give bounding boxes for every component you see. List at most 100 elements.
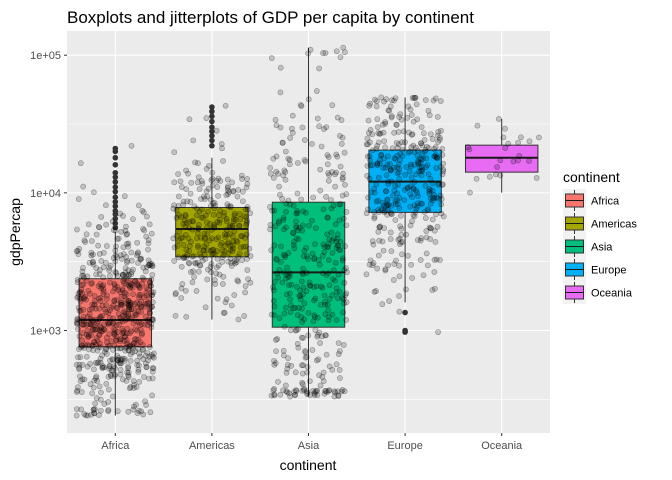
jitter-point	[186, 243, 193, 249]
jitter-point	[434, 223, 441, 230]
jitter-point	[123, 254, 130, 260]
x-axis-title: continent	[280, 457, 337, 473]
outlier-point	[112, 194, 119, 201]
jitter-point	[277, 89, 284, 96]
jitter-point	[103, 221, 110, 228]
jitter-point	[106, 365, 113, 372]
jitter-point	[309, 347, 316, 353]
jitter-point	[144, 299, 151, 306]
jitter-point	[146, 221, 153, 228]
jitter-point	[312, 327, 319, 333]
jitter-point	[136, 294, 142, 301]
jitter-point	[123, 259, 130, 266]
jitter-point	[324, 231, 331, 238]
jitter-point	[379, 121, 386, 128]
jitter-point	[107, 319, 113, 326]
legend: continent AfricaAmericasAsiaEuropeOceani…	[563, 169, 637, 304]
outlier-point	[112, 203, 119, 210]
jitter-point	[240, 243, 247, 250]
jitter-point	[394, 152, 401, 159]
jitter-point	[283, 291, 290, 298]
outlier-point	[209, 124, 215, 131]
jitter-point	[322, 332, 329, 339]
jitter-point	[267, 222, 274, 228]
jitter-point	[394, 170, 401, 177]
jitter-point	[497, 172, 504, 179]
jitter-point	[125, 363, 132, 370]
jitter-point	[92, 326, 99, 333]
jitter-point	[322, 50, 329, 56]
outlier-point	[209, 128, 215, 135]
jitter-point	[97, 355, 104, 362]
jitter-point	[382, 120, 389, 127]
jitter-point	[219, 254, 226, 261]
legend-item: Asia	[563, 235, 613, 258]
jitter-point	[125, 240, 132, 247]
jitter-point	[139, 342, 146, 348]
jitter-point	[223, 226, 230, 233]
jitter-point	[329, 366, 336, 373]
jitter-point	[243, 214, 250, 220]
jitter-point	[404, 185, 411, 192]
jitter-point	[149, 316, 156, 322]
jitter-point	[92, 406, 98, 413]
jitter-point	[111, 282, 118, 289]
jitter-point	[301, 137, 308, 143]
jitter-point	[135, 407, 142, 414]
jitter-point	[283, 369, 290, 376]
jitter-point	[128, 142, 135, 149]
jitter-point	[272, 116, 279, 123]
jitter-point	[242, 289, 249, 296]
jitter-point	[118, 345, 124, 351]
jitter-point	[114, 345, 121, 351]
jitter-point	[293, 210, 300, 217]
jitter-point	[228, 302, 235, 309]
jitter-point	[320, 369, 327, 376]
jitter-point	[321, 390, 328, 397]
jitter-point	[307, 282, 314, 289]
jitter-point	[301, 157, 308, 163]
jitter-point	[427, 236, 434, 242]
jitter-point	[194, 259, 201, 266]
jitter-point	[336, 201, 343, 208]
jitter-point	[130, 216, 136, 223]
jitter-point	[299, 124, 306, 131]
jitter-point	[496, 116, 502, 122]
jitter-point	[235, 187, 242, 193]
jitter-point	[406, 129, 412, 136]
jitter-point	[143, 292, 150, 299]
jitter-point	[149, 262, 155, 269]
jitter-point	[108, 304, 115, 311]
jitter-point	[88, 249, 95, 256]
jitter-point	[207, 221, 214, 227]
jitter-point	[395, 161, 402, 168]
jitter-point	[209, 169, 216, 176]
jitter-point	[311, 255, 318, 261]
jitter-point	[231, 292, 238, 298]
jitter-point	[148, 230, 155, 237]
jitter-point	[515, 157, 521, 164]
jitter-point	[80, 294, 87, 301]
jitter-point	[201, 252, 208, 258]
jitter-point	[320, 50, 326, 56]
jitter-point	[234, 193, 241, 200]
jitter-point	[122, 227, 129, 234]
jitter-point	[275, 170, 281, 177]
jitter-point	[119, 271, 126, 278]
jitter-point	[414, 158, 421, 165]
jitter-point	[110, 356, 116, 363]
jitter-point	[273, 256, 280, 263]
jitter-point	[135, 319, 142, 326]
jitter-point	[317, 302, 324, 308]
jitter-point	[324, 243, 331, 250]
jitter-point	[120, 272, 126, 278]
jitter-point	[83, 331, 90, 338]
jitter-point	[131, 340, 138, 346]
jitter-point	[172, 312, 179, 319]
jitter-point	[97, 407, 104, 414]
jitter-point	[179, 281, 186, 287]
jitter-point	[86, 310, 93, 317]
y-tick-label: 1e+04	[30, 188, 61, 200]
jitter-point	[80, 322, 87, 328]
jitter-point	[137, 339, 144, 346]
